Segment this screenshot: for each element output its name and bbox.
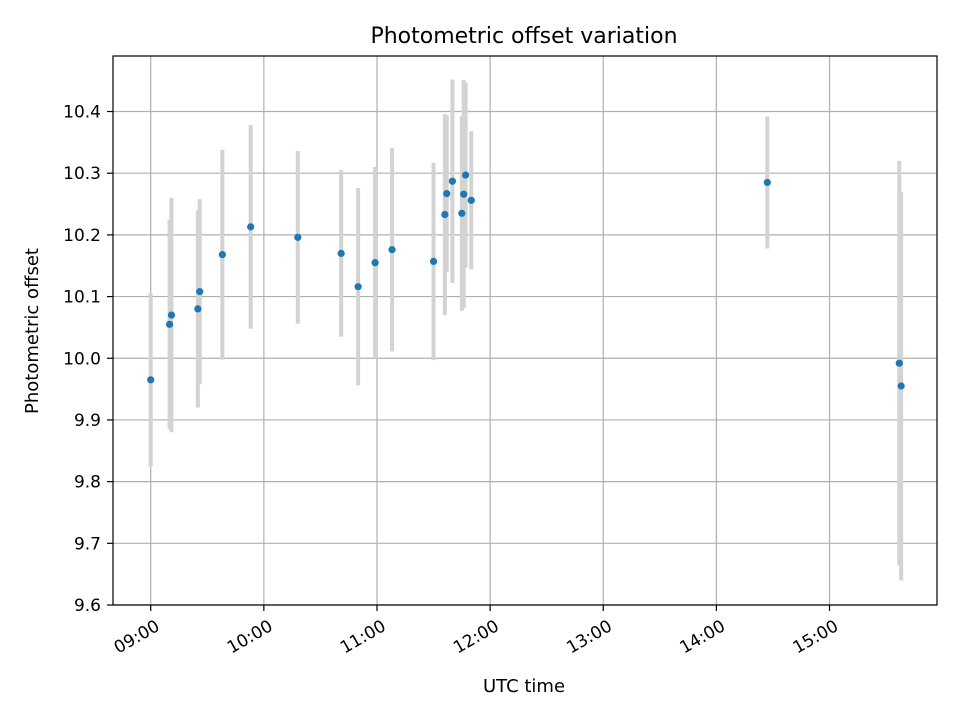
data-point [462,171,470,179]
y-tick-label: 10.1 [63,288,101,308]
data-point [194,305,202,313]
data-point [247,223,255,231]
data-point [165,320,174,328]
y-tick-label: 9.9 [74,411,101,431]
data-point [294,233,302,241]
y-tick-label: 10.3 [63,164,101,184]
data-point [897,382,905,390]
data-point [218,251,226,259]
point-layer [147,171,905,390]
data-point [448,177,457,185]
data-point [443,189,451,198]
y-axis-label: Photometric offset [22,248,43,414]
y-tick-label: 10.2 [63,226,101,246]
y-tick-label: 9.8 [74,473,101,493]
grid-layer [113,56,937,606]
data-point [763,178,771,187]
chart-title: Photometric offset variation [370,24,677,49]
data-point [441,210,449,219]
data-point [196,288,204,296]
y-axis-ticks: 9.6 9.7 9.8 9.9 10.0 10.1 10.2 10.3 10.4 [63,103,113,616]
data-point [147,376,155,384]
data-point [460,190,468,198]
data-point [371,259,379,267]
data-point [388,246,396,254]
data-point [895,359,903,367]
data-point [167,311,176,319]
data-point [354,283,362,291]
y-tick-label: 10.4 [63,103,101,123]
data-point [429,257,438,266]
data-point [337,249,345,257]
y-tick-label: 9.7 [74,534,101,554]
data-point [467,196,475,204]
x-axis-label: UTC time [483,676,565,697]
y-tick-label: 9.6 [74,596,101,616]
y-tick-label: 10.0 [63,349,101,369]
data-point [458,209,466,217]
plot-frame [112,55,938,606]
